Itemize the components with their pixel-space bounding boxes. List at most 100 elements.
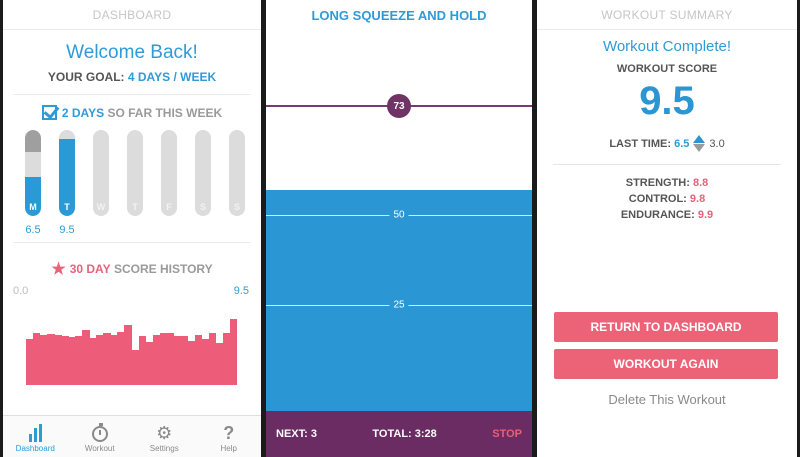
stat-control: CONTROL: 9.8 [628, 193, 706, 205]
tab-settings[interactable]: ⚙ Settings [132, 416, 197, 457]
history-bar [229, 319, 238, 385]
history-bar [47, 333, 55, 385]
history-bar [124, 324, 132, 385]
gauge-label-50: 50 [389, 209, 409, 221]
tab-label: Settings [149, 444, 179, 453]
divider [13, 94, 251, 95]
score-label: WORKOUT SCORE [616, 63, 718, 75]
history-bar [33, 332, 41, 385]
score-history-chart: 0.0 9.5 [13, 285, 251, 385]
welcome-text: Welcome Back! [66, 42, 198, 63]
history-bar [61, 336, 69, 385]
workout-score: 9.5 [639, 79, 695, 123]
score-delta: 3.0 [709, 137, 725, 150]
history-bar [131, 349, 139, 385]
tab-workout[interactable]: Workout [68, 416, 133, 457]
workout-again-button[interactable]: WORKOUT AGAIN [554, 349, 778, 379]
history-bar [187, 341, 196, 385]
squeeze-gauge: 50 25 73 [266, 30, 532, 411]
history-suffix: SCORE HISTORY [113, 262, 213, 276]
stats-list: STRENGTH: 8.8 CONTROL: 9.8 ENDURANCE: 9.… [537, 175, 797, 223]
divider [553, 164, 781, 165]
return-to-dashboard-button[interactable]: RETURN TO DASHBOARD [554, 312, 778, 342]
tab-dashboard[interactable]: Dashboard [3, 416, 68, 457]
up-down-arrows-icon [693, 135, 706, 152]
day-label: W [96, 202, 106, 212]
history-bar [117, 332, 125, 385]
history-bar [201, 338, 210, 385]
history-bar [138, 336, 146, 385]
day-bar: S [195, 130, 211, 216]
day-bar: S [229, 130, 245, 216]
history-bar [222, 332, 231, 385]
history-bar [89, 337, 97, 385]
history-bar [194, 334, 203, 385]
complete-text: Workout Complete! [602, 38, 732, 55]
day-label: S [199, 202, 206, 212]
checkbox-icon [41, 105, 57, 120]
exercise-screen: LONG SQUEEZE AND HOLD 50 25 73 NEXT: 3 T… [266, 0, 532, 457]
total-time: TOTAL: 3:28 [372, 428, 437, 440]
history-bar [82, 330, 90, 385]
history-max-label: 9.5 [233, 285, 249, 297]
last-time-row: LAST TIME: 6.5 3.0 [537, 135, 797, 152]
history-bar [173, 336, 182, 385]
day-bar: F [161, 130, 177, 216]
history-bar [26, 338, 34, 385]
day-score: 6.5 [25, 224, 41, 236]
history-min-label: 0.0 [13, 285, 29, 297]
gear-icon: ⚙ [156, 423, 173, 443]
next-count: NEXT: 3 [276, 428, 317, 440]
dashboard-screen: DASHBOARD Welcome Back! YOUR GOAL: 4 DAY… [3, 0, 261, 457]
day-label: S [233, 202, 240, 212]
history-bar [180, 336, 189, 385]
day-bar: T [127, 130, 143, 216]
question-icon: ? [223, 423, 235, 443]
bar-chart-icon [28, 422, 43, 442]
tab-label: Help [220, 444, 237, 453]
summary-header: WORKOUT SUMMARY [537, 0, 797, 30]
goal-value: 4 DAYS / WEEK [127, 70, 217, 84]
tab-label: Dashboard [15, 444, 55, 453]
history-bar [103, 332, 111, 385]
day-bar: T [59, 130, 75, 216]
goal-label: YOUR GOAL: [47, 70, 125, 84]
tab-help[interactable]: ? Help [197, 416, 262, 457]
history-title: ★ 30 DAY SCORE HISTORY [3, 259, 261, 279]
tab-label: Workout [84, 444, 115, 453]
exercise-footer: NEXT: 3 TOTAL: 3:28 STOP [266, 411, 532, 457]
last-time-label: LAST TIME: [609, 137, 672, 150]
delete-workout-link[interactable]: Delete This Workout [608, 392, 726, 407]
current-value-marker: 73 [387, 94, 411, 119]
days-suffix: SO FAR THIS WEEK [107, 105, 223, 120]
divider [13, 242, 251, 243]
history-bar [152, 334, 161, 385]
goal-line: YOUR GOAL: 4 DAYS / WEEK [3, 70, 261, 84]
days-progress: 2 DAYS SO FAR THIS WEEK [3, 105, 261, 120]
stopwatch-icon [91, 423, 108, 442]
star-icon: ★ [51, 261, 66, 278]
day-label: T [132, 202, 138, 212]
history-bar [68, 337, 76, 385]
history-bar [159, 332, 168, 385]
stop-button[interactable]: STOP [492, 428, 522, 440]
day-bar: M [25, 130, 41, 216]
squeeze-level-fill: 50 25 [266, 190, 532, 411]
history-bar [166, 332, 175, 385]
week-bar-chart: M 6.5 T 9.5 W T F S S [3, 130, 261, 236]
history-highlight: 30 DAY [69, 262, 111, 276]
days-count: 2 DAYS [61, 105, 105, 120]
history-bar [110, 334, 118, 385]
history-bar [40, 334, 48, 385]
day-score: 9.5 [59, 224, 75, 236]
history-bar [54, 334, 62, 385]
exercise-title: LONG SQUEEZE AND HOLD [311, 7, 487, 23]
day-label: F [166, 202, 172, 212]
day-bar: W [93, 130, 109, 216]
history-bars [26, 301, 251, 385]
history-bar [145, 342, 153, 385]
history-bar [75, 336, 83, 385]
history-bar [208, 332, 217, 385]
stat-strength: STRENGTH: 8.8 [625, 177, 709, 189]
stat-endurance: ENDURANCE: 9.9 [620, 209, 714, 221]
